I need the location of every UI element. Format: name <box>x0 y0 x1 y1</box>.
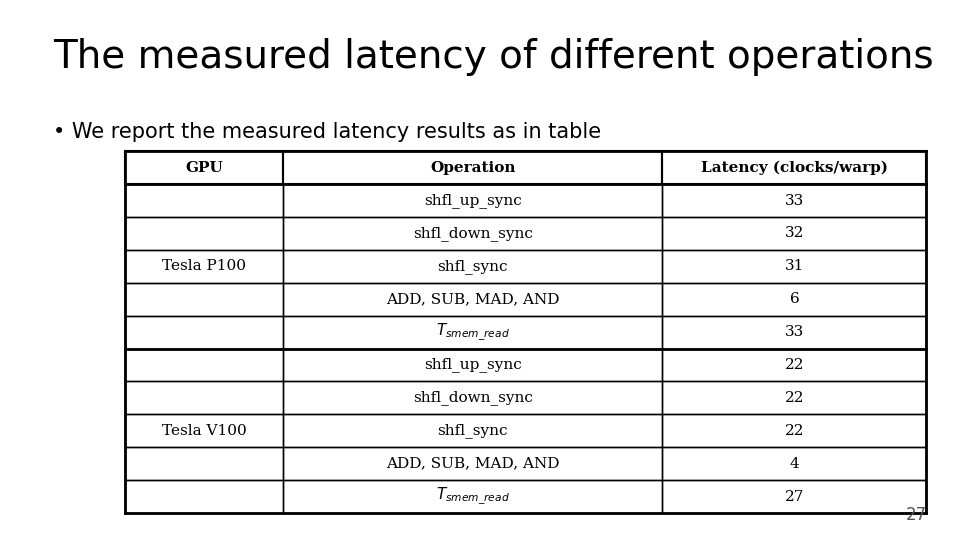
Bar <box>125 447 283 480</box>
Text: ADD, SUB, MAD, AND: ADD, SUB, MAD, AND <box>386 457 560 471</box>
Text: 31: 31 <box>784 259 804 273</box>
Bar <box>283 480 662 513</box>
Text: The measured latency of different operations: The measured latency of different operat… <box>53 38 933 76</box>
Text: • We report the measured latency results as in table: • We report the measured latency results… <box>53 122 601 141</box>
Bar <box>125 250 283 283</box>
Text: $T_{smem\_read}$: $T_{smem\_read}$ <box>436 486 510 507</box>
Text: Operation: Operation <box>430 160 516 174</box>
Text: 32: 32 <box>784 226 804 240</box>
Text: 22: 22 <box>784 358 804 372</box>
Bar <box>283 316 662 348</box>
Bar <box>283 184 662 217</box>
Bar <box>125 414 283 447</box>
Text: Tesla V100: Tesla V100 <box>161 424 247 438</box>
Bar <box>125 381 283 414</box>
Bar <box>283 283 662 316</box>
Text: shfl_down_sync: shfl_down_sync <box>413 390 533 406</box>
Text: shfl_up_sync: shfl_up_sync <box>424 357 521 373</box>
Bar <box>662 283 926 316</box>
Bar <box>662 447 926 480</box>
Text: $T_{smem\_read}$: $T_{smem\_read}$ <box>436 322 510 342</box>
Bar <box>662 151 926 184</box>
Text: 22: 22 <box>784 424 804 438</box>
Bar <box>283 151 662 184</box>
Bar <box>125 316 283 348</box>
Text: shfl_sync: shfl_sync <box>438 423 508 438</box>
Text: 22: 22 <box>784 391 804 405</box>
Bar <box>125 348 283 381</box>
Bar <box>662 381 926 414</box>
Text: shfl_up_sync: shfl_up_sync <box>424 193 521 208</box>
Bar <box>662 348 926 381</box>
Text: 33: 33 <box>784 193 804 207</box>
Text: 4: 4 <box>789 457 800 471</box>
Bar <box>662 316 926 348</box>
Text: ADD, SUB, MAD, AND: ADD, SUB, MAD, AND <box>386 292 560 306</box>
Bar <box>283 250 662 283</box>
Text: 6: 6 <box>789 292 800 306</box>
Bar <box>283 414 662 447</box>
Text: 33: 33 <box>784 325 804 339</box>
Bar <box>662 480 926 513</box>
Text: 27: 27 <box>905 506 926 524</box>
Bar <box>125 217 283 250</box>
Text: shfl_down_sync: shfl_down_sync <box>413 226 533 241</box>
Text: GPU: GPU <box>185 160 223 174</box>
Bar <box>283 348 662 381</box>
Bar <box>662 250 926 283</box>
Bar <box>662 414 926 447</box>
Text: Tesla P100: Tesla P100 <box>162 259 246 273</box>
Bar <box>125 283 283 316</box>
Bar <box>125 184 283 217</box>
Bar <box>283 217 662 250</box>
Text: shfl_sync: shfl_sync <box>438 259 508 274</box>
Bar <box>125 480 283 513</box>
Bar <box>662 184 926 217</box>
Text: 27: 27 <box>784 490 804 504</box>
Bar <box>662 217 926 250</box>
Bar <box>283 447 662 480</box>
Bar <box>283 381 662 414</box>
Text: Latency (clocks/warp): Latency (clocks/warp) <box>701 160 888 175</box>
Bar <box>125 151 283 184</box>
